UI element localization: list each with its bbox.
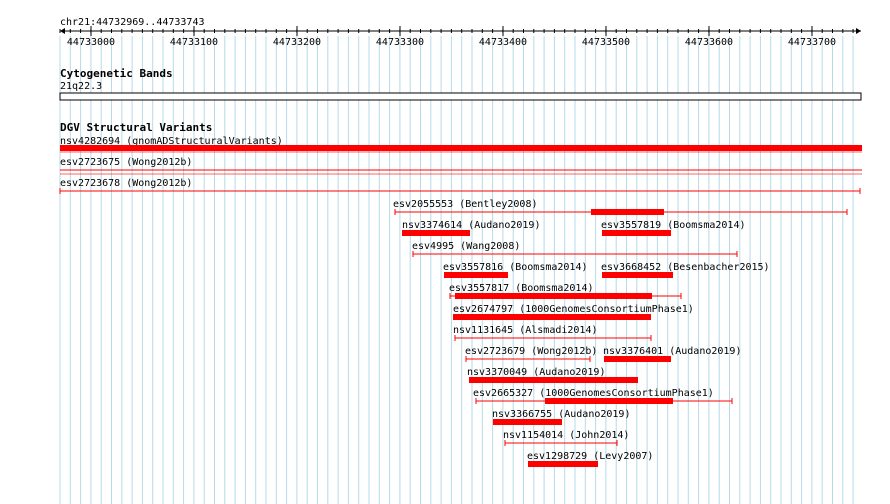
- variant-thick-bar: [545, 398, 673, 404]
- variant-label: esv2665327 (1000GenomesConsortiumPhase1): [473, 388, 714, 399]
- dgv-track: DGV Structural Variants nsv4282694 (gnom…: [59, 121, 862, 467]
- variant-feature[interactable]: esv3557816 (Boomsma2014): [443, 262, 588, 278]
- variant-label: esv3557816 (Boomsma2014): [443, 262, 588, 273]
- variant-feature[interactable]: esv4995 (Wang2008): [412, 241, 738, 257]
- vertical-gridlines: [59, 36, 854, 504]
- variant-feature[interactable]: esv2674797 (1000GenomesConsortiumPhase1): [453, 304, 694, 320]
- variant-label: nsv1154014 (John2014): [503, 430, 629, 441]
- ruler-tick-label: 44733500: [582, 37, 630, 48]
- variant-feature[interactable]: esv1298729 (Levy2007): [527, 451, 653, 467]
- variant-feature[interactable]: esv2055553 (Bentley2008): [393, 199, 848, 215]
- variant-feature[interactable]: nsv3366755 (Audano2019): [492, 409, 630, 425]
- variant-feature[interactable]: nsv3370049 (Audano2019): [467, 367, 638, 383]
- variant-label: esv2723679 (Wong2012b): [465, 346, 597, 357]
- variant-thick-bar: [402, 230, 470, 236]
- ruler-tick-label: 44733100: [170, 37, 218, 48]
- variant-feature[interactable]: esv2665327 (1000GenomesConsortiumPhase1): [473, 388, 733, 404]
- ruler-tick-label: 44733300: [376, 37, 424, 48]
- variant-label: nsv3376401 (Audano2019): [603, 346, 741, 357]
- ruler-left-arrow: [60, 28, 65, 34]
- variant-thick-bar: [591, 209, 664, 215]
- dgv-track-title: DGV Structural Variants: [60, 121, 212, 134]
- ruler-tick-label: 44733000: [67, 37, 115, 48]
- variant-thick-bar: [469, 377, 638, 383]
- variant-label: esv2055553 (Bentley2008): [393, 199, 538, 210]
- variant-features: nsv4282694 (gnomADStructuralVariants) esv…: [59, 136, 862, 467]
- variant-label: esv2723678 (Wong2012b): [60, 178, 192, 189]
- variant-feature[interactable]: nsv3374614 (Audano2019): [402, 220, 540, 236]
- ruler-right-arrow: [856, 28, 861, 34]
- variant-feature[interactable]: esv3557819 (Boomsma2014): [601, 220, 746, 236]
- variant-feature[interactable]: esv3557817 (Boomsma2014): [449, 283, 682, 299]
- ruler-tick-label: 44733400: [479, 37, 527, 48]
- cytoband-bar[interactable]: [59, 92, 862, 101]
- location-label: chr21:44732969..44733743: [60, 17, 205, 28]
- variant-feature[interactable]: nsv3376401 (Audano2019): [603, 346, 741, 362]
- variant-label: esv3668452 (Besenbacher2015): [601, 262, 770, 273]
- variant-label: esv4995 (Wang2008): [412, 241, 520, 252]
- variant-thick-bar: [602, 230, 671, 236]
- ruler-tick-label: 44733200: [273, 37, 321, 48]
- variant-label: nsv1131645 (Alsmadi2014): [453, 325, 598, 336]
- variant-feature[interactable]: nsv4282694 (gnomADStructuralVariants): [60, 136, 862, 153]
- variant-thick-bar: [455, 293, 652, 299]
- cytoband-label: 21q22.3: [60, 81, 102, 92]
- variant-feature[interactable]: esv2723679 (Wong2012b): [465, 346, 597, 362]
- variant-label: nsv3370049 (Audano2019): [467, 367, 605, 378]
- cytoband-track-title: Cytogenetic Bands: [60, 67, 173, 80]
- variant-thick-bar: [604, 356, 671, 362]
- variant-feature[interactable]: esv2723675 (Wong2012b): [60, 157, 862, 175]
- variant-thick-bar: [493, 419, 562, 425]
- ruler[interactable]: chr21:44732969..44733743 44733000 4473310…: [59, 17, 861, 48]
- variant-feature[interactable]: nsv1154014 (John2014): [503, 430, 629, 446]
- variant-thick-bar: [453, 314, 651, 320]
- variant-label: esv3557817 (Boomsma2014): [449, 283, 594, 294]
- variant-thick-bar: [444, 272, 508, 278]
- variant-feature[interactable]: esv3668452 (Besenbacher2015): [601, 262, 770, 278]
- variant-thick-bar: [528, 461, 598, 467]
- variant-feature[interactable]: nsv1131645 (Alsmadi2014): [453, 325, 652, 341]
- ruler-tick-label: 44733700: [788, 37, 836, 48]
- variant-label: esv2723675 (Wong2012b): [60, 157, 192, 168]
- ruler-tick-label: 44733600: [685, 37, 733, 48]
- variant-label: esv3557819 (Boomsma2014): [601, 220, 746, 231]
- variant-label: esv1298729 (Levy2007): [527, 451, 653, 462]
- variant-label: nsv3366755 (Audano2019): [492, 409, 630, 420]
- variant-feature[interactable]: esv2723678 (Wong2012b): [59, 178, 861, 194]
- variant-thick-bar: [60, 145, 862, 151]
- ruler-ticks: 44733000 44733100 44733200 44733300 44733400…: [59, 26, 854, 48]
- variant-label: esv2674797 (1000GenomesConsortiumPhase1): [453, 304, 694, 315]
- variant-thick-bar: [602, 272, 673, 278]
- variant-label: nsv3374614 (Audano2019): [402, 220, 540, 231]
- variant-label: nsv4282694 (gnomADStructuralVariants): [60, 136, 283, 147]
- cytoband-track: Cytogenetic Bands 21q22.3: [59, 67, 862, 101]
